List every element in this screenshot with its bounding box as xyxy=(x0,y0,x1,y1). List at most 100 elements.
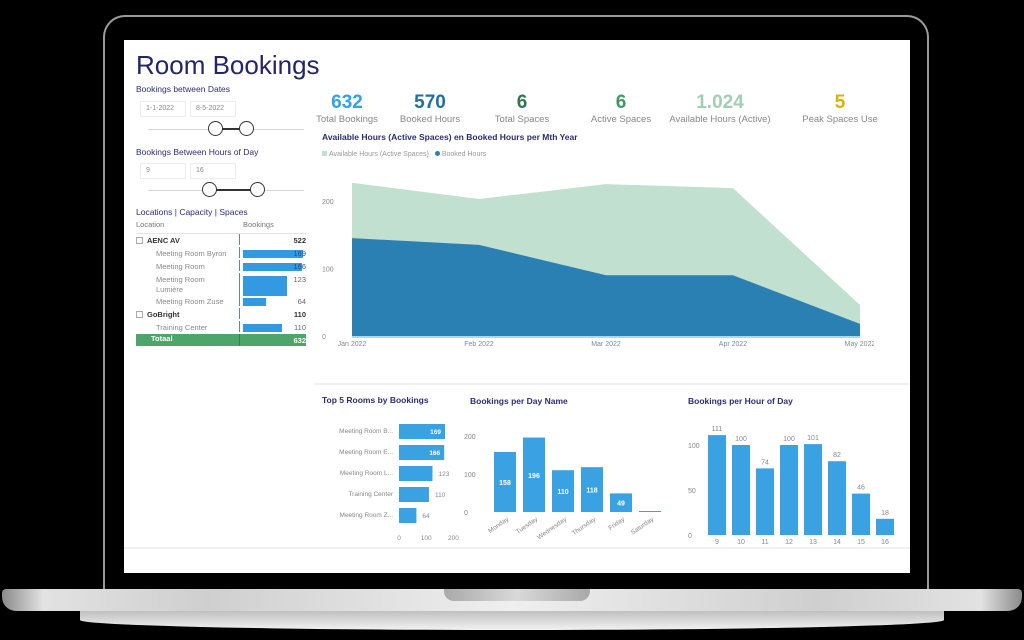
svg-text:Meeting Room E...: Meeting Room E... xyxy=(339,449,393,456)
area-chart[interactable]: 0 100 200 Jan 2022 Feb 2022 Mar 2022 Apr 2022 M… xyxy=(314,165,874,365)
page-title: Room Bookings xyxy=(136,50,320,80)
svg-text:0: 0 xyxy=(322,334,326,341)
svg-text:Monday: Monday xyxy=(487,515,511,534)
hours-slider-start-thumb[interactable] xyxy=(202,182,217,197)
svg-text:0: 0 xyxy=(397,535,401,542)
top-rooms-title: Top 5 Rooms by Bookings xyxy=(322,395,429,405)
data-bar xyxy=(243,250,303,258)
date-slider-range xyxy=(216,128,246,130)
kpi-value: 570 xyxy=(414,92,446,113)
svg-text:Jan 2022: Jan 2022 xyxy=(338,341,367,348)
laptop-notch xyxy=(444,589,590,601)
laptop-base xyxy=(2,589,1022,611)
room-name: Meeting Room Zuse xyxy=(136,295,240,306)
svg-text:64: 64 xyxy=(422,513,430,520)
area-chart-legend: Available Hours (Active Spaces) Booked H… xyxy=(322,151,486,158)
svg-text:82: 82 xyxy=(833,452,841,459)
hour-chart-title: Bookings per Hour of Day xyxy=(688,396,793,406)
date-end-input[interactable]: 8-5-2022 xyxy=(190,101,236,117)
legend-available-label[interactable]: Available Hours (Active Spaces) xyxy=(329,151,429,158)
kpi-label: Total Spaces xyxy=(494,114,550,125)
svg-text:74: 74 xyxy=(761,459,769,466)
day-chart[interactable]: 0 100 200 158 Monday 196 Tuesday 110 Wednesday 11… xyxy=(464,410,679,545)
hours-slicer-label: Bookings Between Hours of Day xyxy=(136,147,259,157)
svg-text:Mar 2022: Mar 2022 xyxy=(591,341,621,348)
legend-booked-label[interactable]: Booked Hours xyxy=(441,151,487,158)
group-name: AENC AV xyxy=(136,234,240,245)
svg-text:100: 100 xyxy=(322,267,334,274)
collapse-toggle-icon[interactable] xyxy=(136,237,143,244)
room-value: 169 xyxy=(293,249,306,258)
svg-text:49: 49 xyxy=(617,501,625,508)
svg-text:100: 100 xyxy=(735,436,747,443)
svg-text:111: 111 xyxy=(712,426,723,433)
kpi-value: 6 xyxy=(615,92,627,113)
kpi-label: Active Spaces xyxy=(590,114,652,125)
svg-text:May 2022: May 2022 xyxy=(845,341,874,348)
room-name: Training Center xyxy=(136,321,240,332)
matrix-child-row[interactable]: Meeting Room Zuse 64 xyxy=(136,295,306,308)
svg-text:15: 15 xyxy=(857,539,865,545)
svg-text:0: 0 xyxy=(688,533,692,540)
hours-end-input[interactable]: 16 xyxy=(190,163,236,179)
room-name: Meeting Room xyxy=(136,260,240,271)
hours-start-input[interactable]: 9 xyxy=(140,163,186,179)
hours-slider-end-thumb[interactable] xyxy=(250,182,265,197)
svg-text:200: 200 xyxy=(322,199,334,206)
header-location[interactable]: Location xyxy=(136,220,165,229)
svg-text:110: 110 xyxy=(435,492,446,499)
matrix-child-row[interactable]: Meeting Room 166 xyxy=(136,260,306,273)
svg-text:Meeting Room L...: Meeting Room L... xyxy=(340,470,393,477)
kpi-label: Available Hours (Active) xyxy=(669,114,771,125)
matrix-child-row[interactable]: Meeting Room Lumière 123 xyxy=(136,273,306,296)
svg-text:12: 12 xyxy=(785,539,793,545)
svg-text:50: 50 xyxy=(688,488,696,495)
group-total: 110 xyxy=(293,310,306,319)
locations-title: Locations | Capacity | Spaces xyxy=(136,207,248,217)
data-bar xyxy=(243,298,266,306)
room-bookings: 169 xyxy=(240,247,306,258)
room-bookings: 110 xyxy=(240,321,306,332)
matrix-child-row[interactable]: Meeting Room Byron 169 xyxy=(136,247,306,260)
kpi-card: 6 Total Spaces xyxy=(452,92,592,125)
collapse-toggle-icon[interactable] xyxy=(136,311,143,318)
svg-text:158: 158 xyxy=(499,480,511,487)
svg-text:Thursday: Thursday xyxy=(571,515,598,537)
matrix-group-row[interactable]: GoBright 110 xyxy=(136,308,306,321)
area-chart-title: Available Hours (Active Spaces) en Booke… xyxy=(322,132,578,142)
hour-chart[interactable]: 0 50 100 111 9 100 10 74 11 100 12 101 13 82 14 46 15 18 1… xyxy=(682,410,897,545)
date-start-input[interactable]: 1-1-2022 xyxy=(140,101,186,117)
svg-text:123: 123 xyxy=(438,471,449,478)
room-bookings: 123 xyxy=(240,273,306,296)
room-value: 110 xyxy=(294,323,306,332)
header-bookings[interactable]: Bookings xyxy=(243,220,274,229)
svg-text:9: 9 xyxy=(715,539,719,545)
kpi-value: 5 xyxy=(834,92,846,113)
room-bookings: 64 xyxy=(240,295,306,306)
group-name: GoBright xyxy=(136,308,240,319)
svg-text:110: 110 xyxy=(557,489,568,496)
room-name: Meeting Room Byron xyxy=(136,247,240,258)
svg-text:100: 100 xyxy=(688,443,700,450)
kpi-value: 6 xyxy=(516,92,528,113)
kpi-value: 632 xyxy=(331,92,363,113)
kpi-label: Total Bookings xyxy=(316,114,378,125)
group-label: GoBright xyxy=(147,310,180,319)
matrix-header: Location Bookings xyxy=(136,220,306,234)
matrix-group-row[interactable]: AENC AV 522 xyxy=(136,234,306,247)
svg-text:100: 100 xyxy=(464,472,476,479)
matrix-child-row[interactable]: Training Center 110 xyxy=(136,321,306,334)
group-label: AENC AV xyxy=(147,236,180,245)
legend-available-swatch xyxy=(322,151,327,156)
day-chart-title: Bookings per Day Name xyxy=(470,396,568,406)
date-slider-start-thumb[interactable] xyxy=(208,121,223,136)
svg-text:13: 13 xyxy=(809,539,817,545)
kpi-card: 632 Total Bookings xyxy=(277,92,417,125)
date-slider-end-thumb[interactable] xyxy=(239,121,254,136)
top-rooms-chart[interactable]: Meeting Room B... 169 Meeting Room E... 166… xyxy=(314,410,464,545)
total-label: Totaal xyxy=(136,334,240,346)
total-value: 632 xyxy=(293,335,306,345)
matrix-total-row: Totaal 632 xyxy=(136,334,306,346)
data-bar xyxy=(243,324,282,332)
